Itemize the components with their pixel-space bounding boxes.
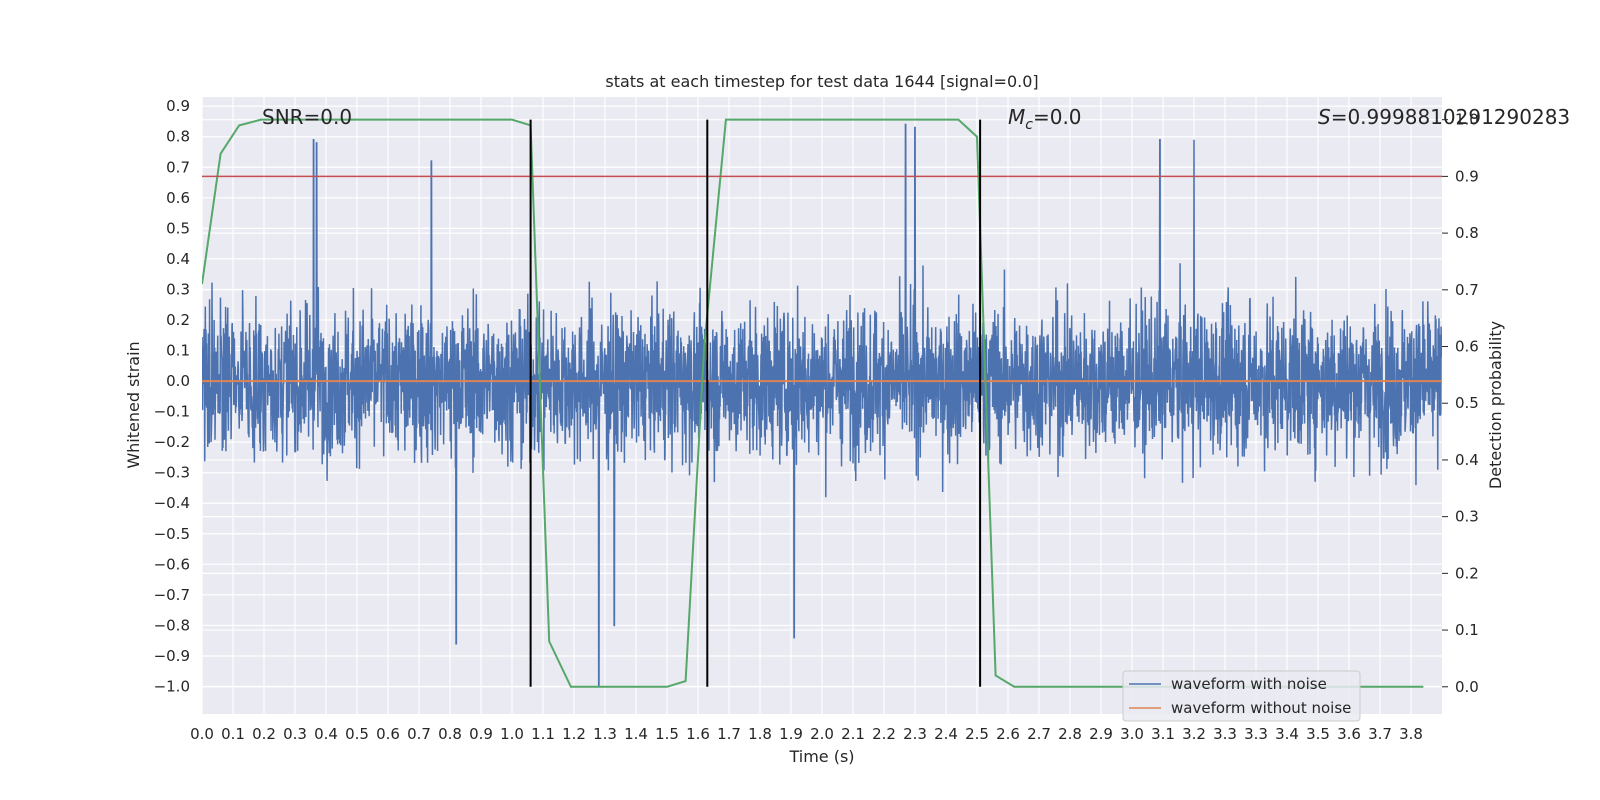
- x-tick-label: 3.8: [1399, 725, 1423, 743]
- mc-value: =0.0: [1033, 105, 1082, 129]
- x-tick-label: 1.7: [717, 725, 741, 743]
- y2-tick-label: 0.9: [1455, 167, 1479, 185]
- y2-tick-label: 0.8: [1455, 224, 1479, 242]
- series-waveform-with-noise: [202, 123, 1442, 688]
- y2-axis-label: Detection probability: [1486, 321, 1505, 489]
- y-tick-label: 0.9: [166, 97, 190, 115]
- mc-annotation: Mc=0.0: [1008, 105, 1082, 133]
- x-tick-label: 3.3: [1244, 725, 1268, 743]
- x-tick-label: 1.2: [562, 725, 586, 743]
- x-tick-label: 3.0: [1120, 725, 1144, 743]
- y2-tick-label: 0.5: [1455, 394, 1479, 412]
- x-tick-label: 0.8: [438, 725, 462, 743]
- legend-box: [1122, 670, 1361, 722]
- x-tick-label: 0.7: [407, 725, 431, 743]
- y-tick-label: −0.5: [154, 525, 190, 543]
- x-tick-label: 3.5: [1306, 725, 1330, 743]
- x-tick-label: 2.8: [1058, 725, 1082, 743]
- y-tick-label: −0.7: [154, 586, 190, 604]
- x-tick-label: 3.2: [1182, 725, 1206, 743]
- y-tick-label: −1.0: [154, 678, 190, 696]
- y-tick-label: 0.2: [166, 311, 190, 329]
- x-tick-label: 0.3: [283, 725, 307, 743]
- y-tick-label: 0.0: [166, 372, 190, 390]
- x-tick-label: 2.3: [903, 725, 927, 743]
- s-symbol: S: [1318, 105, 1331, 129]
- y2-tick-label: 0.6: [1455, 338, 1479, 356]
- x-tick-label: 0.1: [221, 725, 245, 743]
- legend-label-clean: waveform without noise: [1171, 699, 1351, 717]
- y2-tick-label: 0.7: [1455, 281, 1479, 299]
- y-tick-label: −0.9: [154, 647, 190, 665]
- x-tick-label: 2.4: [934, 725, 958, 743]
- x-tick-label: 1.1: [531, 725, 555, 743]
- y2-tick-label: 0.1: [1455, 621, 1479, 639]
- y-axis-ticks: 0.9 0.8 0.7 0.6 0.5 0.4 0.3 0.2 0.1 0.0 −0.1 −0.2 −0…: [154, 97, 190, 695]
- y-tick-label: 0.4: [166, 250, 190, 268]
- y-tick-label: 0.1: [166, 342, 190, 360]
- x-tick-label: 0.5: [345, 725, 369, 743]
- x-tick-label: 3.4: [1275, 725, 1299, 743]
- snr-annotation: SNR=0.0: [262, 105, 352, 129]
- y2-tick-label: 0.2: [1455, 564, 1479, 582]
- y2-tick-label: 0.3: [1455, 508, 1479, 526]
- mc-subscript: c: [1025, 117, 1033, 133]
- x-tick-label: 2.0: [810, 725, 834, 743]
- x-tick-label: 0.6: [376, 725, 400, 743]
- x-tick-label: 2.6: [996, 725, 1020, 743]
- x-axis-ticks: 0.0 0.1 0.2 0.3 0.4 0.5 0.6 0.7 0.8 0.9 1.0 1.1 1.2 1…: [190, 725, 1423, 743]
- x-tick-label: 1.5: [655, 725, 679, 743]
- x-tick-label: 1.6: [686, 725, 710, 743]
- x-tick-label: 2.9: [1089, 725, 1113, 743]
- y-tick-label: −0.1: [154, 403, 190, 421]
- x-tick-label: 2.2: [872, 725, 896, 743]
- x-tick-label: 0.2: [252, 725, 276, 743]
- x-tick-label: 3.7: [1368, 725, 1392, 743]
- y-tick-label: −0.8: [154, 616, 190, 634]
- x-tick-label: 2.7: [1027, 725, 1051, 743]
- y2-tick-label: 0.4: [1455, 451, 1479, 469]
- x-tick-label: 2.1: [841, 725, 865, 743]
- y2-tick-label: 0.0: [1455, 678, 1479, 696]
- x-tick-label: 0.9: [469, 725, 493, 743]
- y-tick-label: 0.6: [166, 189, 190, 207]
- x-tick-label: 1.0: [500, 725, 524, 743]
- y2-tick-label: 1.0: [1455, 111, 1479, 129]
- s-annotation: S=0.9998810291290283: [1318, 105, 1570, 129]
- x-tick-label: 0.0: [190, 725, 214, 743]
- x-tick-label: 2.5: [965, 725, 989, 743]
- x-tick-label: 0.4: [314, 725, 338, 743]
- y-tick-label: −0.6: [154, 555, 190, 573]
- s-value: =0.9998810291290283: [1331, 105, 1570, 129]
- x-tick-label: 3.3: [1213, 725, 1237, 743]
- y-tick-label: −0.4: [154, 494, 190, 512]
- mc-symbol: M: [1008, 105, 1025, 129]
- y2-axis-ticks: 1.0 0.9 0.8 0.7 0.6 0.5 0.4 0.3 0.2 0.1 0.0: [1442, 111, 1479, 696]
- x-tick-label: 3.1: [1151, 725, 1175, 743]
- x-tick-label: 3.6: [1337, 725, 1361, 743]
- x-tick-label: 1.4: [624, 725, 648, 743]
- y-tick-label: 0.3: [166, 280, 190, 298]
- chart-title: stats at each timestep for test data 164…: [605, 72, 1038, 91]
- y-tick-label: 0.8: [166, 128, 190, 146]
- x-axis-label: Time (s): [788, 747, 854, 766]
- y-tick-label: −0.3: [154, 464, 190, 482]
- legend-label-noise: waveform with noise: [1171, 675, 1327, 693]
- x-tick-label: 1.8: [748, 725, 772, 743]
- x-tick-label: 1.3: [593, 725, 617, 743]
- y-tick-label: 0.5: [166, 219, 190, 237]
- x-tick-label: 1.9: [779, 725, 803, 743]
- y-tick-label: 0.7: [166, 158, 190, 176]
- y-axis-label: Whitened strain: [124, 341, 143, 468]
- y-tick-label: −0.2: [154, 433, 190, 451]
- legend: waveform with noise waveform without noi…: [1122, 670, 1361, 722]
